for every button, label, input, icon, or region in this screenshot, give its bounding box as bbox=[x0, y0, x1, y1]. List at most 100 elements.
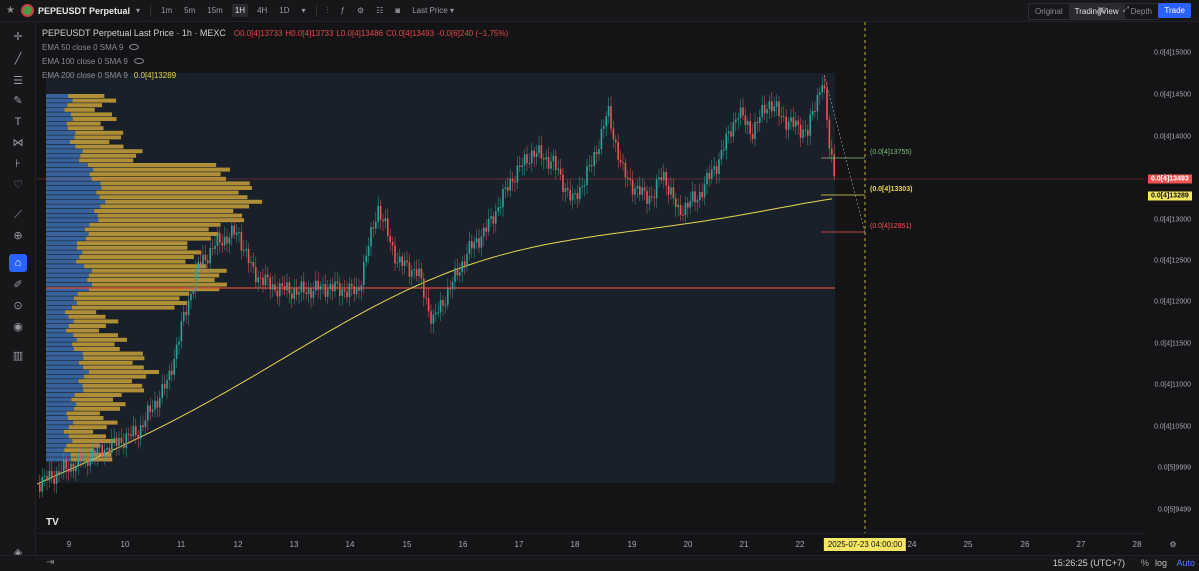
tab-original[interactable]: Original bbox=[1035, 7, 1063, 16]
volume-profile-sell-bar bbox=[98, 218, 245, 223]
interval-1m[interactable]: 1m bbox=[161, 6, 173, 15]
fullscreen-icon[interactable]: ⤢ bbox=[1122, 5, 1129, 14]
candle bbox=[538, 145, 540, 154]
horizontal-lines-icon[interactable]: ☰ bbox=[13, 75, 23, 87]
trash-icon[interactable]: ▥ bbox=[12, 350, 24, 362]
candle bbox=[286, 282, 288, 291]
trade-button[interactable]: Trade bbox=[1158, 3, 1191, 18]
candle bbox=[667, 185, 670, 195]
candle bbox=[238, 232, 240, 234]
candle bbox=[694, 191, 696, 203]
layout-icon[interactable]: ☷ bbox=[376, 6, 384, 15]
candle bbox=[156, 400, 159, 408]
draw-mode-icon[interactable]: ✐ bbox=[13, 279, 23, 291]
forecast-icon[interactable]: ⊦ bbox=[15, 158, 21, 170]
volume-profile-buy-bar bbox=[46, 268, 92, 273]
volume-profile-sell-bar bbox=[68, 434, 106, 439]
candle bbox=[564, 188, 567, 192]
heart-icon[interactable]: ♡ bbox=[13, 179, 23, 191]
star-icon[interactable]: ★ bbox=[6, 5, 15, 16]
volume-profile-sell-bar bbox=[87, 278, 215, 282]
indicators-icon[interactable]: ƒ bbox=[340, 6, 345, 15]
volume-profile-buy-bar bbox=[46, 172, 90, 177]
volume-profile-sell-bar bbox=[88, 273, 220, 278]
price-axis[interactable]: 0.0[4]15000 0.0[4]14500 0.0[4]14000 0.0[4]1… bbox=[1144, 22, 1199, 533]
candle bbox=[420, 268, 423, 279]
eye-icon[interactable] bbox=[133, 58, 144, 64]
candle bbox=[459, 272, 461, 276]
candle bbox=[598, 149, 600, 155]
eye-icon[interactable]: ◉ bbox=[13, 321, 23, 333]
candle bbox=[689, 201, 691, 208]
candle bbox=[821, 85, 823, 93]
candle bbox=[615, 139, 617, 143]
settings-icon[interactable]: ⚙ bbox=[1169, 540, 1177, 549]
percent-toggle[interactable]: % bbox=[1140, 558, 1149, 568]
chevron-down-icon[interactable]: ▾ bbox=[136, 6, 141, 15]
crosshair-icon[interactable]: ✛ bbox=[13, 31, 23, 43]
pattern-icon[interactable]: ⋈ bbox=[12, 137, 24, 149]
candle bbox=[471, 241, 473, 249]
candle bbox=[432, 314, 435, 324]
magnet-icon[interactable]: ⌂ bbox=[9, 254, 27, 272]
volume-profile-buy-bar bbox=[46, 130, 76, 135]
candle bbox=[643, 187, 646, 191]
candle bbox=[303, 281, 305, 293]
interval-4h[interactable]: 4H bbox=[257, 6, 268, 15]
interval-dropdown-icon[interactable]: ▾ bbox=[301, 6, 306, 15]
zoom-icon[interactable]: ⊕ bbox=[13, 230, 23, 242]
volume-profile-sell-bar bbox=[84, 264, 207, 269]
price-chart[interactable]: (0.0[4]13755) (0.0[4]13303) (0.0[4]12851) bbox=[37, 22, 1144, 533]
volume-profile-sell-bar bbox=[76, 241, 188, 246]
candle bbox=[583, 185, 586, 187]
log-toggle[interactable]: log bbox=[1154, 558, 1167, 568]
volume-profile-sell-bar bbox=[80, 153, 137, 158]
layers-icon[interactable]: ◈ bbox=[13, 547, 23, 559]
interval-1h[interactable]: 1H bbox=[231, 4, 249, 17]
lock-icon[interactable]: ⊙ bbox=[13, 300, 23, 312]
candle bbox=[113, 437, 115, 439]
interval-1d[interactable]: 1D bbox=[279, 6, 290, 15]
candle bbox=[283, 286, 286, 291]
candle bbox=[348, 283, 351, 298]
tab-tradingview[interactable]: TradingView bbox=[1068, 4, 1125, 19]
interval-5m[interactable]: 5m bbox=[184, 6, 196, 15]
candle bbox=[324, 284, 327, 297]
candle-type-icon[interactable]: ⫶ bbox=[326, 5, 329, 15]
candle bbox=[595, 152, 598, 155]
volume-profile-buy-bar bbox=[46, 457, 72, 462]
candle bbox=[761, 105, 763, 117]
candle bbox=[718, 159, 720, 174]
settings-icon[interactable]: ⚙ bbox=[357, 6, 365, 15]
candle bbox=[701, 192, 703, 198]
brush-icon[interactable]: ✎ bbox=[13, 95, 23, 107]
tradingview-logo: TV bbox=[46, 517, 59, 528]
candle bbox=[739, 107, 742, 119]
volume-profile-sell-bar bbox=[73, 333, 119, 338]
candle bbox=[139, 425, 142, 439]
price-type-selector[interactable]: Last Price ▾ bbox=[412, 6, 454, 15]
candle bbox=[379, 205, 382, 220]
eye-icon[interactable] bbox=[129, 44, 140, 50]
ruler-icon[interactable]: ⟋ bbox=[14, 209, 22, 221]
volume-profile-sell-bar bbox=[72, 439, 116, 443]
candle bbox=[305, 292, 307, 294]
time-axis[interactable]: 9 10 11 12 13 14 15 16 17 18 19 20 21 22 24 25 26 27 28 202… bbox=[37, 533, 1177, 555]
camera-icon[interactable]: ◙ bbox=[395, 6, 401, 15]
legend-open: O0.0[4]13733 bbox=[233, 28, 283, 38]
trend-line-icon[interactable]: ╱ bbox=[14, 53, 22, 65]
layout-split-icon[interactable]: ▣ bbox=[1097, 5, 1105, 14]
candle bbox=[195, 268, 197, 292]
goto-date-icon[interactable]: ⇥ bbox=[46, 557, 55, 568]
candle bbox=[557, 168, 559, 170]
candle bbox=[161, 384, 163, 398]
price-tick-label: 0.0[4]15000 bbox=[1154, 49, 1191, 57]
text-icon[interactable]: T bbox=[14, 116, 22, 128]
symbol-selector[interactable]: PEPEUSDT Perpetual bbox=[37, 5, 130, 16]
candle bbox=[785, 116, 787, 130]
interval-15m[interactable]: 15m bbox=[207, 6, 223, 15]
candle bbox=[519, 165, 521, 167]
auto-toggle[interactable]: Auto bbox=[1176, 558, 1195, 568]
tab-depth[interactable]: Depth bbox=[1130, 7, 1152, 16]
candle bbox=[725, 133, 727, 150]
